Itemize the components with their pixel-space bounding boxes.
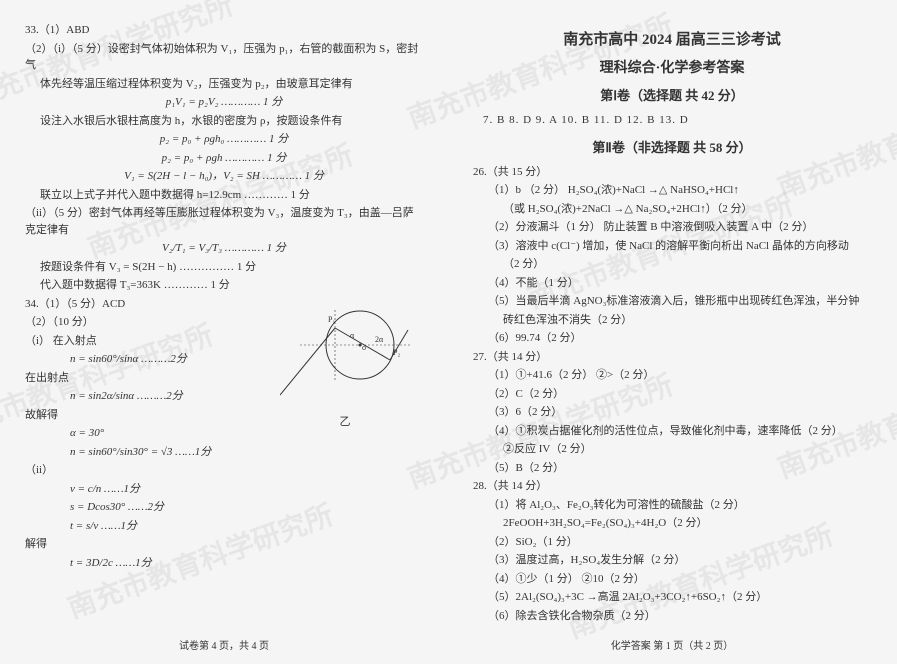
exam-title: 南充市高中 2024 届高三三诊考试 bbox=[473, 28, 871, 49]
left-footer: 试卷第 4 页，共 4 页 bbox=[0, 637, 448, 652]
text-v3: 按题设条件有 V₃ = S(2H − h) …………… 1 分 bbox=[25, 259, 423, 276]
formula-t2: t = 3D/2c ……1分 bbox=[25, 555, 423, 572]
q26-5: （5）当最后半滴 AgNO₃标准溶液滴入后，锥形瓶中出现砖红色浑浊，半分钟 bbox=[473, 293, 871, 310]
formula-pv: p₁V₁ = p₂V₂ ………… 1 分 bbox=[25, 94, 423, 111]
svg-text:P₂: P₂ bbox=[393, 348, 400, 357]
q27-1: （1）①+41.6（2 分） ②>（2 分） bbox=[473, 367, 871, 384]
q28-3: （3）温度过高，H₂SO₄发生分解（2 分） bbox=[473, 552, 871, 569]
text-mercury: 设注入水银后水银柱高度为 h，水银的密度为 ρ，按题设条件有 bbox=[25, 113, 423, 130]
q33-1-answer: 33.（1）ABD bbox=[25, 22, 423, 39]
q26-4: （4）不能（1 分） bbox=[473, 275, 871, 292]
q28-header: 28.（共 14 分） bbox=[473, 478, 871, 495]
q26-3: （3）溶液中 c(Cl⁻) 增加，使 NaCl 的溶解平衡向析出 NaCl 晶体… bbox=[473, 238, 871, 255]
q27-header: 27.（共 14 分） bbox=[473, 349, 871, 366]
formula-n3: n = sin60°/sin30° = √3 ……1分 bbox=[25, 444, 423, 461]
formula-t1: t = s/v ……1分 bbox=[25, 518, 423, 535]
q26-1: （1）b （2 分） H₂SO₄(浓)+NaCl →△ NaHSO₄+HCl↑ bbox=[473, 182, 871, 199]
q28-5: （5）2Al₂(SO₄)₃+3C →高温 2Al₂O₃+3CO₂↑+6SO₂↑（… bbox=[473, 589, 871, 606]
svg-text:2α: 2α bbox=[375, 335, 384, 344]
q28-2: （2）SiO₂（1 分） bbox=[473, 534, 871, 551]
q27-2: （2）C（2 分） bbox=[473, 386, 871, 403]
right-page: 南充市高中 2024 届高三三诊考试 理科综合·化学参考答案 第Ⅰ卷（选择题 共… bbox=[448, 0, 896, 664]
q26-1b: （或 H₂SO₄(浓)+2NaCl →△ Na₂SO₄+2HCl↑）（2 分） bbox=[473, 201, 871, 218]
q27-5: （5）B（2 分） bbox=[473, 460, 871, 477]
q28-1b: 2FeOOH+3H₂SO₄=Fe₂(SO₄)₃+4H₂O（2 分） bbox=[473, 515, 871, 532]
q33-2-text: （2）（i）（5 分）设密封气体初始体积为 V₁，压强为 p₁，右管的截面积为 … bbox=[25, 41, 423, 74]
q28-1: （1）将 Al₂O₃、Fe₂O₃转化为可溶性的硫酸盐（2 分） bbox=[473, 497, 871, 514]
formula-v: v = c/n ……1分 bbox=[25, 481, 423, 498]
formula-p2b: p₂ = p₀ + ρgh ………… 1 分 bbox=[25, 150, 423, 167]
text-t3: 代入题中数据得 T₃=363K ………… 1 分 bbox=[25, 277, 423, 294]
mc-answers: 7. B 8. D 9. A 10. B 11. D 12. B 13. D bbox=[473, 112, 871, 129]
section-2-title: 第Ⅱ卷（非选择题 共 58 分） bbox=[473, 137, 871, 156]
exam-subtitle: 理科综合·化学参考答案 bbox=[473, 57, 871, 77]
q33-2-text-b: 体先经等温压缩过程体积变为 V₂，压强变为 p₂，由玻意耳定律有 bbox=[25, 76, 423, 93]
formula-s: s = Dcos30° ……2分 bbox=[25, 499, 423, 516]
q27-4: （4）①积炭占据催化剂的活性位点，导致催化剂中毒，速率降低（2 分） bbox=[473, 423, 871, 440]
formula-v1v2: V₁ = S(2H − l − h₀)，V₂ = SH ………… 1 分 bbox=[25, 168, 423, 185]
q33-ii-text: （ii）（5 分）密封气体再经等压膨胀过程体积变为 V₃，温度变为 T₃，由盖—… bbox=[25, 205, 423, 238]
right-footer: 化学答案 第 1 页（共 2 页） bbox=[448, 637, 896, 652]
q26-header: 26.（共 15 分） bbox=[473, 164, 871, 181]
q28-4: （4）①少（1 分） ②10（2 分） bbox=[473, 571, 871, 588]
q26-3b: （2 分） bbox=[473, 256, 871, 273]
q27-4b: ②反应 IV（2 分） bbox=[473, 441, 871, 458]
q26-6: （6）99.74（2 分） bbox=[473, 330, 871, 347]
q27-3: （3）6（2 分） bbox=[473, 404, 871, 421]
left-page: 33.（1）ABD （2）（i）（5 分）设密封气体初始体积为 V₁，压强为 p… bbox=[0, 0, 448, 664]
q26-5b: 砖红色浑浊不消失（2 分） bbox=[473, 312, 871, 329]
svg-text:P₁: P₁ bbox=[328, 315, 335, 324]
q26-2: （2）分液漏斗（1 分） 防止装置 B 中溶液倒吸入装置 A 中（2 分） bbox=[473, 219, 871, 236]
q34-ii-label: （ii） bbox=[25, 462, 423, 479]
svg-text:o: o bbox=[362, 343, 366, 352]
section-1-title: 第Ⅰ卷（选择题 共 42 分） bbox=[473, 85, 871, 104]
text-combine: 联立以上式子并代入题中数据得 h=12.9cm ………… 1 分 bbox=[25, 187, 423, 204]
text-solve2: 解得 bbox=[25, 536, 423, 553]
q28-6: （6）除去含铁化合物杂质（2 分） bbox=[473, 608, 871, 625]
formula-vt: V₂/T₁ = V₃/T₃ ………… 1 分 bbox=[25, 240, 423, 257]
diagram-label: 乙 bbox=[280, 413, 410, 429]
formula-p2a: p₂ = p₀ + ρgh₀ ………… 1 分 bbox=[25, 131, 423, 148]
optics-diagram: o P₁ α P₂ 2α 乙 bbox=[280, 300, 410, 410]
